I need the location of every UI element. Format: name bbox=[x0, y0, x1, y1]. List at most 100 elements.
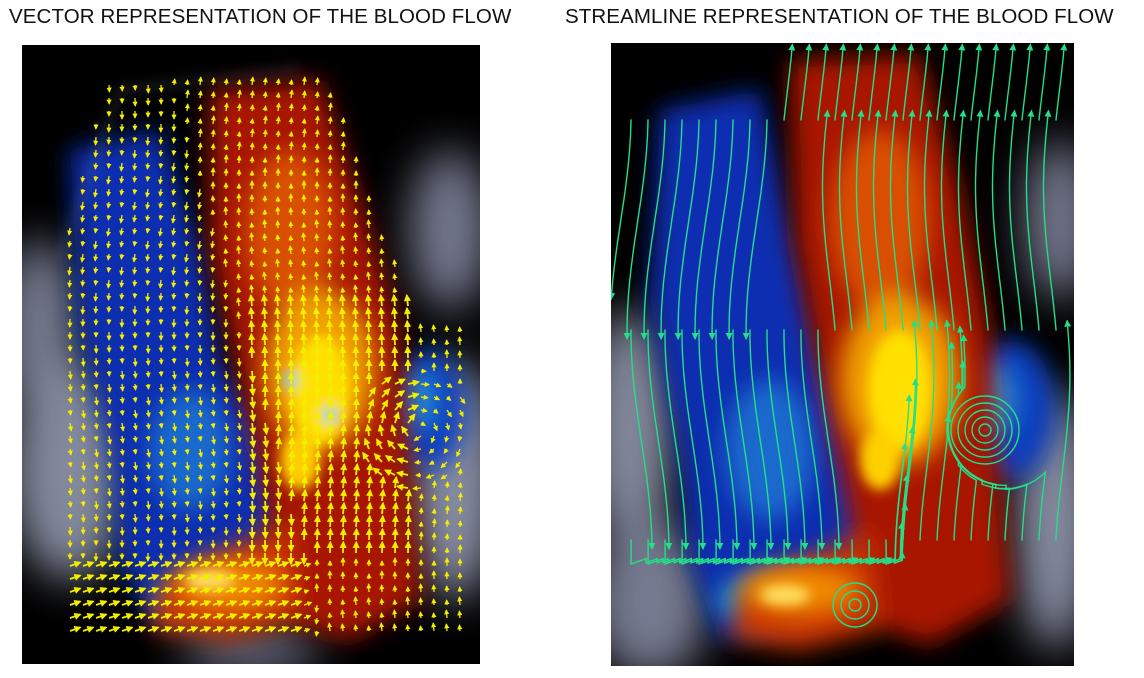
velocity-vector bbox=[67, 253, 73, 260]
velocity-vector bbox=[249, 118, 255, 125]
velocity-vector bbox=[199, 560, 212, 568]
velocity-vector bbox=[404, 514, 412, 528]
velocity-vector bbox=[134, 599, 147, 607]
velocity-vector bbox=[93, 513, 99, 522]
velocity-vector bbox=[247, 293, 256, 307]
velocity-vector bbox=[225, 560, 238, 568]
streamline bbox=[821, 109, 836, 331]
velocity-vector bbox=[366, 597, 372, 606]
velocity-vector bbox=[413, 435, 422, 441]
streamline bbox=[902, 319, 919, 541]
velocity-vector bbox=[119, 487, 125, 496]
velocity-vector bbox=[145, 149, 151, 158]
velocity-vector bbox=[210, 240, 216, 249]
velocity-vector bbox=[119, 279, 125, 288]
velocity-vector bbox=[249, 409, 257, 423]
velocity-vector bbox=[381, 376, 392, 385]
velocity-vector bbox=[261, 513, 269, 527]
velocity-vector bbox=[301, 118, 307, 125]
velocity-vector bbox=[301, 104, 307, 112]
velocity-vector bbox=[106, 201, 112, 209]
velocity-vector bbox=[210, 487, 216, 497]
velocity-vector bbox=[197, 370, 203, 378]
velocity-vector bbox=[340, 273, 346, 281]
velocity-vector bbox=[340, 141, 346, 151]
velocity-vector bbox=[366, 611, 372, 619]
streamline bbox=[681, 329, 707, 550]
velocity-vector bbox=[327, 462, 335, 476]
streamline bbox=[957, 109, 972, 331]
velocity-vector bbox=[158, 474, 164, 481]
velocity-vector bbox=[300, 319, 308, 333]
velocity-vector bbox=[184, 500, 190, 507]
velocity-vector bbox=[377, 293, 386, 307]
velocity-vector bbox=[443, 448, 449, 454]
velocity-vector bbox=[379, 234, 385, 242]
velocity-vector bbox=[80, 383, 86, 391]
velocity-vector bbox=[277, 560, 290, 568]
velocity-vector bbox=[352, 514, 360, 528]
velocity-vector bbox=[378, 332, 386, 346]
velocity-vector bbox=[132, 175, 138, 183]
velocity-vector bbox=[248, 513, 256, 527]
velocity-vector bbox=[134, 612, 147, 620]
velocity-vector bbox=[413, 446, 422, 453]
velocity-vector bbox=[364, 293, 373, 307]
velocity-vector bbox=[420, 421, 427, 427]
velocity-vector bbox=[210, 253, 216, 261]
velocity-vector bbox=[407, 404, 420, 412]
velocity-vector bbox=[236, 474, 242, 483]
velocity-vector bbox=[352, 488, 361, 502]
velocity-vector bbox=[197, 292, 203, 302]
velocity-vector bbox=[158, 422, 164, 429]
velocity-vector bbox=[378, 514, 386, 528]
streamline bbox=[817, 329, 843, 550]
velocity-vector bbox=[106, 279, 112, 289]
velocity-vector bbox=[79, 201, 86, 211]
velocity-vector bbox=[418, 507, 424, 515]
velocity-vector bbox=[261, 271, 268, 281]
velocity-vector bbox=[93, 383, 99, 390]
velocity-vector bbox=[314, 233, 320, 242]
velocity-vector bbox=[249, 487, 257, 501]
velocity-vector bbox=[132, 162, 138, 171]
velocity-vector bbox=[171, 78, 177, 86]
streamline bbox=[872, 109, 887, 331]
streamline bbox=[1042, 109, 1057, 331]
velocity-vector bbox=[378, 501, 387, 515]
velocity-vector bbox=[236, 287, 242, 294]
velocity-vector bbox=[340, 245, 346, 255]
velocity-vector bbox=[407, 379, 420, 387]
velocity-vector bbox=[379, 411, 387, 424]
velocity-vector bbox=[340, 609, 346, 619]
velocity-vector bbox=[171, 422, 178, 432]
velocity-vector bbox=[364, 306, 373, 320]
velocity-vector bbox=[93, 487, 99, 494]
velocity-vector bbox=[173, 625, 186, 633]
velocity-vector bbox=[404, 527, 412, 541]
velocity-vector bbox=[223, 435, 229, 444]
velocity-vector bbox=[108, 612, 121, 620]
velocity-vector bbox=[93, 500, 99, 510]
velocity-vector bbox=[365, 488, 374, 502]
velocity-vector bbox=[145, 266, 151, 274]
streamline bbox=[944, 414, 1047, 541]
velocity-vector bbox=[223, 116, 229, 125]
velocity-vector bbox=[238, 573, 251, 581]
streamline bbox=[991, 109, 1006, 331]
velocity-vector bbox=[145, 162, 151, 170]
velocity-vector bbox=[274, 526, 282, 540]
velocity-vector bbox=[303, 627, 311, 633]
velocity-vector bbox=[171, 201, 177, 208]
velocity-vector bbox=[119, 292, 125, 300]
vortex-streamline bbox=[957, 402, 1013, 458]
velocity-vector bbox=[134, 573, 147, 581]
velocity-vector bbox=[251, 586, 264, 594]
velocity-vector bbox=[314, 91, 320, 99]
velocity-vector bbox=[379, 475, 387, 489]
velocity-vector bbox=[262, 219, 268, 229]
velocity-vector bbox=[184, 266, 190, 275]
velocity-vector bbox=[440, 461, 448, 469]
velocity-vector bbox=[395, 483, 409, 491]
velocity-vector bbox=[300, 423, 309, 437]
